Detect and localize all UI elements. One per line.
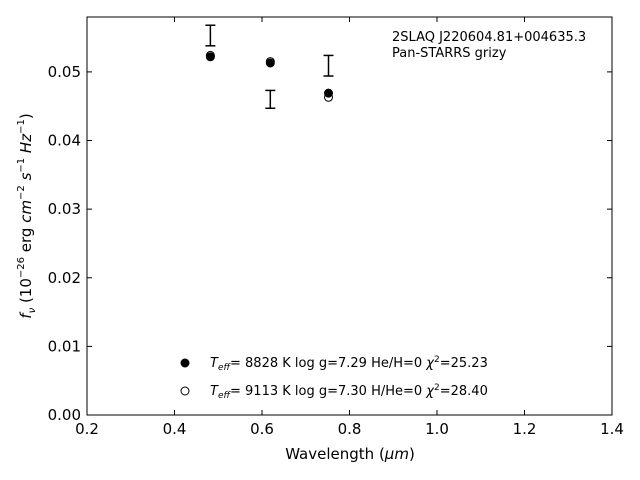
y-tick-label: 0.04	[48, 132, 81, 150]
y-tick-label: 0.03	[48, 200, 81, 218]
legend-marker-filled	[180, 358, 190, 368]
x-tick-label: 1.4	[600, 420, 624, 438]
legend-marker-open	[180, 386, 190, 396]
x-tick-label: 0.2	[75, 420, 99, 438]
ticks-layer: 0.2 0.4 0.6 0.8 1.0 1.2 1.4 0.00 0.01 0.02 0.03 0.0…	[48, 17, 624, 438]
x-tick-label: 0.8	[338, 420, 362, 438]
x-axis-label: Wavelength (μm)	[285, 445, 415, 463]
annotation-object-name: 2SLAQ J220604.81+004635.3	[392, 30, 586, 45]
plot-frame	[86, 16, 613, 416]
x-tick-label: 1.0	[425, 420, 449, 438]
legend-label-filled: Teff= 8828 K log g=7.29 He/H=0 χ2=25.23	[210, 355, 488, 373]
model-point-filled	[265, 58, 275, 68]
y-axis-label: fν (10−26 erg cm−2 s−1 Hz−1)	[16, 113, 38, 318]
model-point-filled	[205, 52, 215, 62]
model-point-filled	[324, 88, 333, 98]
y-tick-label: 0.02	[48, 269, 81, 287]
legend: Teff= 8828 K log g=7.29 He/H=0 χ2=25.23 …	[180, 355, 488, 401]
y-tick-label: 0.05	[48, 63, 81, 81]
x-tick-label: 0.6	[250, 420, 274, 438]
y-tick-label: 0.00	[48, 406, 81, 424]
x-tick-label: 1.2	[513, 420, 537, 438]
legend-label-open: Teff= 9113 K log g=7.30 H/He=0 χ2=28.40	[210, 383, 488, 401]
x-tick-label: 0.4	[163, 420, 187, 438]
marks-layer	[205, 24, 334, 110]
y-tick-label: 0.01	[48, 337, 81, 355]
annotation-survey: Pan-STARRS grizy	[392, 46, 507, 61]
